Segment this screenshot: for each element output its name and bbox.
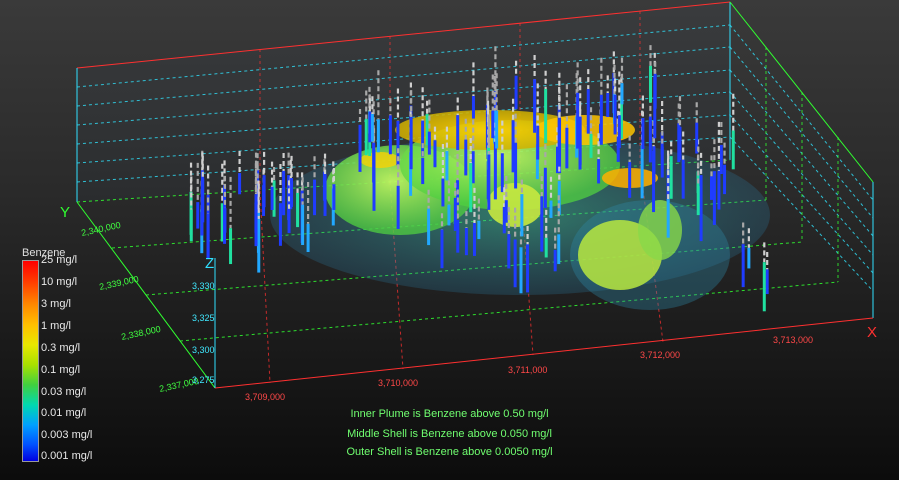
z-tick: 3,330 (192, 281, 215, 291)
x-tick: 3,709,000 (245, 392, 285, 402)
legend-color-bar (22, 260, 39, 462)
legend-label: 0.03 mg/l (41, 386, 87, 398)
legend-label: 0.3 mg/l (41, 342, 81, 354)
x-tick: 3,713,000 (773, 335, 813, 345)
legend-label: 1 mg/l (41, 320, 71, 332)
legend-label: 25 mg/l (41, 254, 78, 266)
z-tick: 3,300 (192, 345, 215, 355)
legend-title: Benzene (22, 247, 66, 259)
z-tick: 3,325 (192, 313, 215, 323)
monitoring-wells (189, 45, 769, 312)
y-axis-label: Y (60, 204, 70, 221)
caption-inner-plume: Inner Plume is Benzene above 0.50 mg/l (350, 408, 549, 420)
x-tick: 3,711,000 (508, 365, 547, 375)
z-tick: 3,275 (192, 375, 215, 385)
legend-label: 3 mg/l (41, 298, 71, 310)
benzene-legend: Benzene 25 mg/l 10 mg/l 3 mg/l 1 mg/l 0.… (18, 247, 138, 462)
x-tick: 3,710,000 (378, 378, 418, 388)
legend-label: 0.003 mg/l (41, 429, 93, 441)
y-tick: 2,340,000 (80, 220, 121, 238)
z-axis-label: Z (205, 255, 214, 272)
x-tick: 3,712,000 (640, 350, 680, 360)
legend-label: 0.01 mg/l (41, 407, 87, 419)
caption-outer-shell: Outer Shell is Benzene above 0.0050 mg/l (346, 446, 553, 458)
legend-label: 0.1 mg/l (41, 364, 81, 376)
x-axis-label: X (867, 324, 877, 341)
legend-label: 10 mg/l (41, 276, 78, 288)
right-wall-grid (729, 1, 874, 318)
legend-label: 0.001 mg/l (41, 450, 93, 462)
caption-middle-shell: Middle Shell is Benzene above 0.050 mg/l (347, 428, 552, 440)
